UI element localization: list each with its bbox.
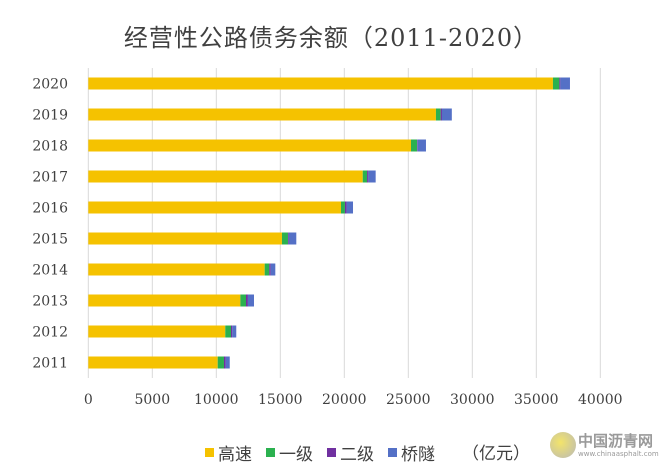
bar-segment-2020-二级 <box>559 77 561 90</box>
bar-segment-2020-桥隧 <box>560 77 570 90</box>
bar-segment-2015-二级 <box>287 232 289 245</box>
y-tick-label: 2011 <box>32 356 68 372</box>
bar-segment-2015-桥隧 <box>288 232 297 245</box>
bar-segment-2011-一级 <box>217 356 224 369</box>
bar-segment-2015-一级 <box>281 232 288 245</box>
logo-url: www.chinaasphalt.com <box>578 450 659 458</box>
bar-segment-2019-二级 <box>440 108 442 121</box>
logo-emblem-icon <box>550 432 576 458</box>
y-tick-label: 2013 <box>32 294 68 310</box>
bar-segment-2014-高速 <box>88 263 265 276</box>
legend-item: 高速 <box>205 440 252 465</box>
bar-segment-2017-桥隧 <box>368 170 376 183</box>
legend-swatch <box>388 448 397 457</box>
legend-swatch <box>266 448 275 457</box>
y-tick-label: 2015 <box>32 232 68 248</box>
x-tick-label: 40000 <box>578 392 623 408</box>
legend-label: 一级 <box>279 445 313 465</box>
bar-segment-2014-二级 <box>269 263 271 276</box>
bar-segment-2019-桥隧 <box>441 108 452 121</box>
x-tick-label: 10000 <box>194 392 239 408</box>
x-tick-label: 0 <box>84 392 93 408</box>
bar-segment-2012-桥隧 <box>232 325 237 338</box>
bar-segment-2011-高速 <box>88 356 218 369</box>
legend-label: 桥隧 <box>401 445 435 465</box>
legend-item: 桥隧 <box>388 440 435 465</box>
bar-segment-2017-一级 <box>362 170 368 183</box>
bar-chart: 0 5000 10000 15000 20000 25000 30000 35000 40000… <box>32 68 623 408</box>
legend-swatch <box>205 448 214 457</box>
bar-segment-2020-一级 <box>552 77 560 90</box>
bar-segment-2013-桥隧 <box>247 294 254 307</box>
x-tick-label: 30000 <box>450 392 495 408</box>
legend-label: 二级 <box>340 445 374 465</box>
bar-segment-2018-桥隧 <box>417 139 426 152</box>
bar-segment-2015-高速 <box>88 232 282 245</box>
logo-text: 中国沥青网 <box>578 432 654 450</box>
y-tick-label: 2017 <box>32 170 68 186</box>
bar-segment-2018-二级 <box>417 139 418 152</box>
bar-segment-2011-二级 <box>223 356 226 369</box>
bar-segment-2018-一级 <box>410 139 418 152</box>
x-tick-label: 35000 <box>514 392 559 408</box>
legend-label: 高速 <box>218 445 252 465</box>
bar-segment-2018-高速 <box>88 139 411 152</box>
legend: 高速 一级 二级 桥隧 <box>205 440 435 465</box>
y-tick-label: 2016 <box>32 201 68 217</box>
bar-segment-2020-高速 <box>88 77 553 90</box>
x-tick-label: 15000 <box>258 392 303 408</box>
bar-segment-2013-二级 <box>245 294 248 307</box>
bar-segment-2019-一级 <box>435 108 441 121</box>
legend-item: 二级 <box>327 440 374 465</box>
y-tick-label: 2019 <box>32 108 68 124</box>
bar-segment-2013-高速 <box>88 294 241 307</box>
unit-label: （亿元） <box>462 444 530 464</box>
bar-segment-2017-二级 <box>367 170 369 183</box>
x-tick-label: 25000 <box>386 392 431 408</box>
watermark-logo: 中国沥青网 www.chinaasphalt.com <box>550 430 662 462</box>
bar-segment-2011-桥隧 <box>225 356 230 369</box>
bar-segment-2012-一级 <box>225 325 232 338</box>
bar-segment-2019-高速 <box>88 108 436 121</box>
bar-segment-2016-二级 <box>344 201 347 214</box>
legend-item: 一级 <box>266 440 313 465</box>
y-tick-label: 2018 <box>32 139 68 155</box>
legend-swatch <box>327 448 336 457</box>
y-tick-label: 2020 <box>32 77 68 93</box>
x-tick-label: 5000 <box>134 392 170 408</box>
bar-segment-2013-一级 <box>240 294 246 307</box>
bar-segment-2014-一级 <box>264 263 270 276</box>
bar-segment-2012-高速 <box>88 325 226 338</box>
bar-segment-2016-高速 <box>88 201 341 214</box>
y-tick-label: 2014 <box>32 263 68 279</box>
x-tick-label: 20000 <box>322 392 367 408</box>
bar-segment-2014-桥隧 <box>270 263 276 276</box>
bar-segment-2017-高速 <box>88 170 363 183</box>
bar-segment-2012-二级 <box>231 325 233 338</box>
bar-segment-2016-桥隧 <box>346 201 354 214</box>
bar-segment-2016-一级 <box>340 201 345 214</box>
y-tick-label: 2012 <box>32 325 68 341</box>
chart-title: 经营性公路债务余额（2011-2020） <box>123 24 539 52</box>
